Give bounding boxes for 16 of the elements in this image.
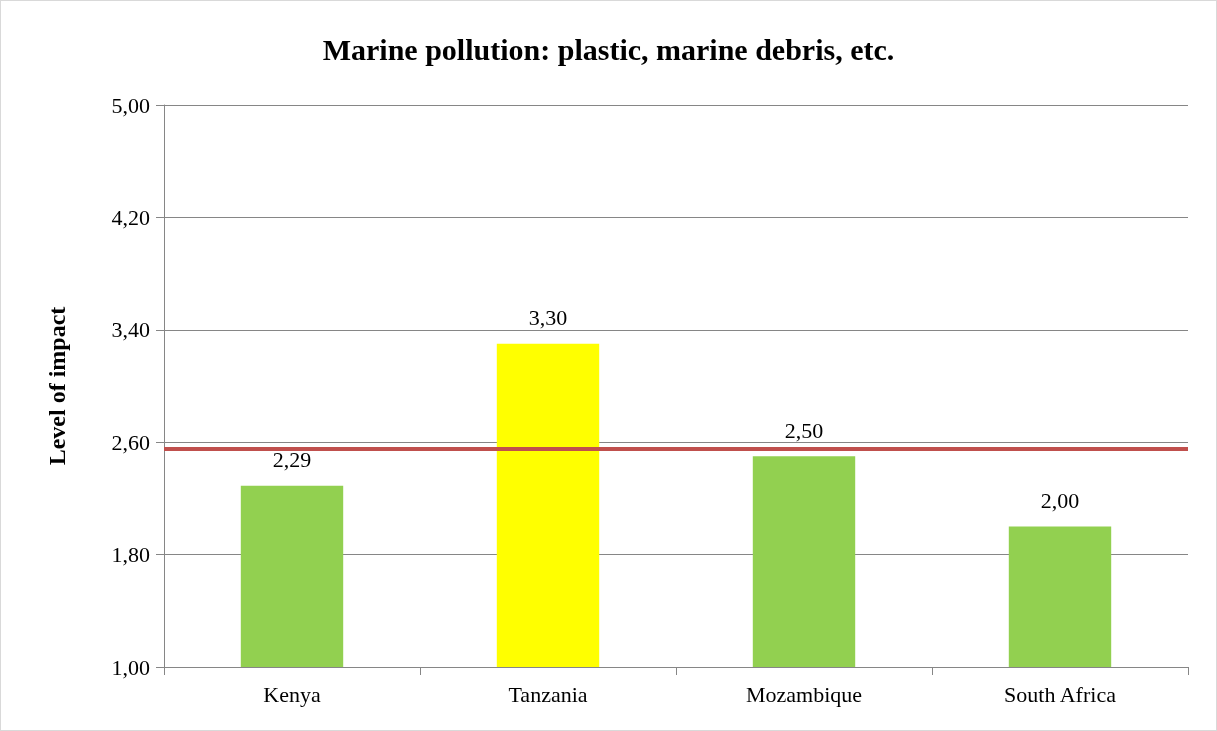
y-tick-label: 4,20 xyxy=(111,204,150,230)
x-tick-label: Mozambique xyxy=(745,681,863,707)
x-tick-label: South Africa xyxy=(1004,681,1117,707)
data-label: 2,00 xyxy=(1040,488,1080,513)
y-tick-label: 5,00 xyxy=(111,92,150,118)
x-tick-label: Tanzania xyxy=(508,681,588,707)
y-tick-label: 1,80 xyxy=(111,542,150,568)
y-axis-title: Level of impact xyxy=(44,306,70,466)
y-tick-label: 1,00 xyxy=(111,654,150,680)
y-tick-label: 3,40 xyxy=(111,317,150,343)
y-tick-label: 2,60 xyxy=(111,429,150,455)
chart-title: Marine pollution: plastic, marine debris, etc. xyxy=(322,32,895,66)
data-label: 2,50 xyxy=(784,417,824,443)
data-label: 2,29 xyxy=(272,447,312,473)
x-tick-label: Kenya xyxy=(263,681,321,707)
data-label: 3,30 xyxy=(528,305,568,331)
